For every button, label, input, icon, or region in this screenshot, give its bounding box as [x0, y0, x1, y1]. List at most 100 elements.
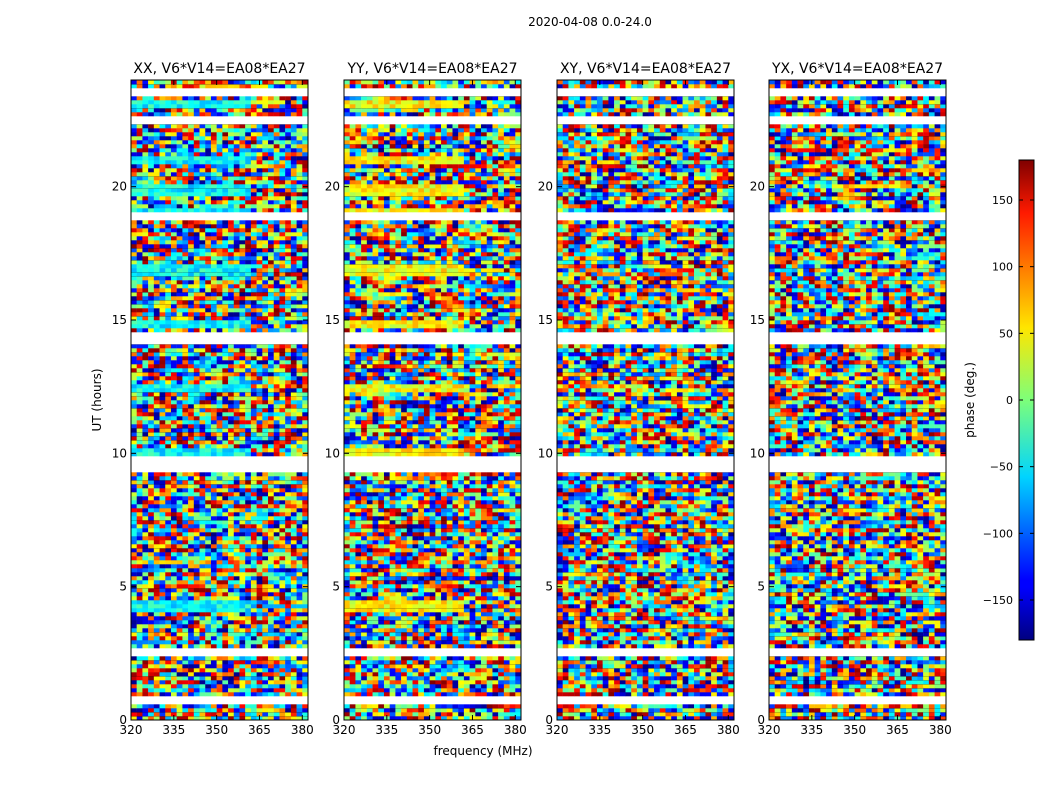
- heatmap-cell: [205, 192, 212, 197]
- heatmap-cell: [279, 552, 286, 557]
- heatmap-cell: [285, 296, 292, 301]
- heatmap-cell: [285, 680, 292, 685]
- heatmap-cell: [279, 296, 286, 301]
- heatmap-cell: [233, 588, 240, 593]
- heatmap-cell: [216, 192, 223, 197]
- heatmap-cell: [148, 532, 155, 537]
- heatmap-cell: [268, 532, 274, 537]
- heatmap-cell: [279, 676, 286, 681]
- heatmap-cell: [256, 272, 263, 277]
- heatmap-cell: [273, 176, 280, 181]
- heatmap-cell: [245, 544, 252, 549]
- heatmap-cell: [296, 196, 303, 201]
- heatmap-cell: [176, 268, 183, 273]
- heatmap-cell: [199, 688, 206, 693]
- heatmap-cell: [165, 264, 172, 269]
- heatmap-cell: [165, 304, 172, 309]
- heatmap-cell: [302, 156, 309, 161]
- heatmap-cell: [290, 312, 297, 317]
- heatmap-cell: [199, 452, 206, 457]
- heatmap-cell: [250, 352, 257, 357]
- heatmap-cell: [170, 376, 177, 381]
- heatmap-cell: [290, 476, 297, 481]
- heatmap-cell: [273, 348, 280, 353]
- heatmap-cell: [216, 344, 223, 349]
- heatmap-cell: [279, 304, 286, 309]
- heatmap-cell: [165, 160, 172, 165]
- heatmap-cell: [463, 692, 470, 697]
- heatmap-cell: [256, 344, 263, 349]
- heatmap-cell: [222, 304, 229, 309]
- heatmap-cell: [222, 572, 229, 577]
- heatmap-cell: [245, 360, 252, 365]
- heatmap-cell: [296, 632, 303, 637]
- heatmap-cell: [372, 692, 379, 697]
- heatmap-cell: [153, 128, 160, 133]
- heatmap-cell: [148, 484, 155, 489]
- heatmap-cell: [279, 220, 286, 225]
- heatmap-cell: [193, 244, 200, 249]
- heatmap-cell: [233, 672, 240, 677]
- heatmap-cell: [188, 232, 195, 237]
- heatmap-cell: [136, 208, 143, 213]
- heatmap-cell: [285, 96, 292, 101]
- heatmap-cell: [216, 108, 223, 113]
- heatmap-cell: [153, 360, 160, 365]
- heatmap-cell: [210, 276, 217, 281]
- heatmap-cell: [256, 184, 263, 189]
- heatmap-cell: [216, 220, 223, 225]
- heatmap-cell: [216, 384, 223, 389]
- heatmap-cell: [222, 376, 229, 381]
- heatmap-cell: [273, 268, 280, 273]
- heatmap-cell: [205, 144, 212, 149]
- heatmap-cell: [273, 472, 280, 477]
- heatmap-cell: [222, 400, 229, 405]
- heatmap-cell: [222, 592, 229, 597]
- heatmap-cell: [182, 600, 189, 605]
- heatmap-cell: [250, 124, 257, 129]
- heatmap-cell: [222, 280, 229, 285]
- heatmap-cell: [239, 520, 246, 525]
- heatmap-cell: [262, 684, 269, 689]
- heatmap-cell: [233, 144, 240, 149]
- heatmap-cell: [159, 484, 166, 489]
- heatmap-cell: [268, 692, 274, 697]
- heatmap-cell: [176, 632, 183, 637]
- heatmap-cell: [216, 308, 223, 313]
- heatmap-cell: [290, 368, 297, 373]
- heatmap-cell: [233, 188, 240, 193]
- heatmap-cell: [290, 204, 297, 209]
- heatmap-cell: [193, 284, 200, 289]
- heatmap-cell: [239, 280, 246, 285]
- heatmap-cell: [188, 612, 195, 617]
- heatmap-cell: [153, 280, 160, 285]
- heatmap-cell: [131, 256, 137, 261]
- heatmap-cell: [302, 208, 309, 213]
- heatmap-cell: [239, 516, 246, 521]
- heatmap-cell: [279, 420, 286, 425]
- heatmap-cell: [239, 288, 246, 293]
- heatmap-cell: [222, 188, 229, 193]
- heatmap-cell: [469, 704, 476, 709]
- heatmap-cell: [193, 516, 200, 521]
- heatmap-cell: [136, 256, 143, 261]
- heatmap-cell: [205, 160, 212, 165]
- heatmap-cell: [302, 312, 309, 317]
- heatmap-cell: [268, 448, 274, 453]
- heatmap-cell: [142, 296, 149, 301]
- heatmap-cell: [245, 600, 252, 605]
- heatmap-cell: [182, 564, 189, 569]
- heatmap-cell: [418, 692, 425, 697]
- heatmap-cell: [142, 588, 149, 593]
- heatmap-cell: [176, 164, 183, 169]
- heatmap-cell: [233, 284, 240, 289]
- heatmap-cell: [233, 492, 240, 497]
- heatmap-cell: [285, 616, 292, 621]
- heatmap-cell: [290, 440, 297, 445]
- heatmap-cell: [239, 312, 246, 317]
- heatmap-cell: [302, 124, 309, 129]
- heatmap-cell: [256, 124, 263, 129]
- heatmap-cell: [228, 516, 234, 521]
- heatmap-cell: [176, 612, 183, 617]
- heatmap-cell: [279, 376, 286, 381]
